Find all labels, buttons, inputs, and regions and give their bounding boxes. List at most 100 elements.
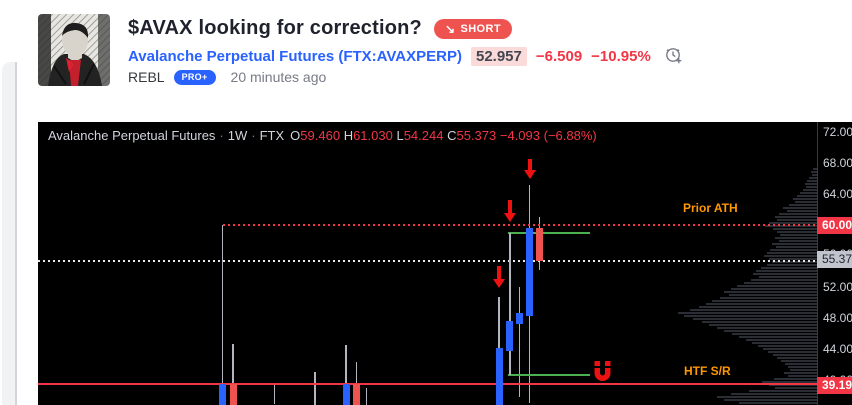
volume-profile-bar bbox=[783, 207, 817, 209]
down-arrow-stem bbox=[527, 159, 532, 170]
volume-profile-bar bbox=[706, 303, 817, 305]
candle-body bbox=[229, 384, 237, 405]
volume-profile-bar bbox=[729, 294, 817, 296]
close-label: C bbox=[447, 128, 457, 143]
volume-profile-bar bbox=[763, 348, 817, 350]
axis-tick-label: 48.00 bbox=[823, 311, 852, 325]
volume-profile-bar bbox=[780, 234, 817, 236]
legend-symbol: Avalanche Perpetual Futures bbox=[48, 128, 216, 143]
chart-pane[interactable]: Avalanche Perpetual Futures · 1W · FTX O59.46… bbox=[38, 122, 852, 405]
symbol-name: Avalanche Perpetual Futures bbox=[128, 47, 335, 65]
volume-profile-bar bbox=[759, 276, 817, 278]
volume-profile-bar bbox=[712, 300, 817, 302]
axis-tick-label: 44.00 bbox=[823, 342, 852, 356]
axis-tick-label: 52.00 bbox=[823, 280, 852, 294]
page-title: $AVAX looking for correction? bbox=[128, 17, 422, 39]
htf-sr-line bbox=[38, 383, 817, 385]
legend-interval: 1W bbox=[227, 128, 248, 143]
current-price-line bbox=[38, 260, 817, 262]
candle-wick bbox=[232, 344, 234, 405]
price-tag: 55.37 bbox=[817, 250, 852, 268]
volume-profile-bar bbox=[761, 267, 817, 269]
volume-profile-bar bbox=[739, 402, 817, 404]
volume-profile-bar bbox=[773, 228, 817, 230]
volume-profile-bar bbox=[732, 333, 817, 335]
volume-profile-bar bbox=[800, 192, 817, 194]
volume-profile-bar bbox=[775, 216, 817, 218]
symbol-ticker: (FTX:AVAXPERP) bbox=[338, 47, 462, 65]
volume-profile-bar bbox=[765, 225, 817, 227]
prior-ath-label[interactable]: Prior ATH bbox=[683, 201, 738, 215]
volume-profile-bar bbox=[749, 390, 817, 392]
candle-wick bbox=[345, 345, 347, 405]
volume-profile-bar bbox=[769, 258, 817, 260]
close-value: 55.373 bbox=[456, 128, 497, 143]
last-price: 52.957 bbox=[470, 46, 527, 66]
candle-body bbox=[536, 228, 543, 261]
volume-profile-bar bbox=[678, 312, 817, 314]
avatar[interactable] bbox=[38, 14, 110, 86]
volume-profile-bar bbox=[717, 396, 817, 398]
price-change-pct: −10.95% bbox=[591, 47, 651, 65]
volume-profile-bar bbox=[775, 387, 817, 389]
down-arrow-stem bbox=[507, 200, 512, 213]
volume-profile-bar bbox=[717, 327, 817, 329]
volume-profile-bar bbox=[803, 189, 817, 191]
low-label: L bbox=[396, 128, 404, 143]
legend-exchange: FTX bbox=[259, 128, 285, 143]
volume-profile-bar bbox=[781, 360, 817, 362]
volume-profile-bar bbox=[731, 288, 817, 290]
volume-profile-bar bbox=[805, 183, 817, 185]
volume-profile-bar bbox=[767, 252, 817, 254]
add-alert-icon[interactable] bbox=[664, 46, 684, 66]
price-tag: 60.00 bbox=[817, 216, 852, 234]
volume-profile-bar bbox=[690, 309, 817, 311]
chart-legend[interactable]: Avalanche Perpetual Futures · 1W · FTX O59.46… bbox=[48, 128, 597, 143]
open-label: O bbox=[290, 128, 301, 143]
volume-profile-bar bbox=[784, 372, 817, 374]
volume-profile-bar bbox=[768, 351, 817, 353]
down-arrow-head bbox=[492, 279, 505, 288]
volume-profile-bar bbox=[775, 237, 817, 239]
plot-area[interactable] bbox=[38, 122, 817, 405]
volume-profile-bar bbox=[684, 315, 817, 317]
volume-profile-bar bbox=[739, 336, 817, 338]
down-arrow-head bbox=[503, 213, 516, 222]
volume-profile-bar bbox=[811, 171, 817, 173]
volume-profile-bar bbox=[789, 204, 817, 206]
volume-profile-bar bbox=[702, 321, 817, 323]
down-arrow-head bbox=[523, 170, 536, 179]
down-arrow-icon bbox=[492, 266, 505, 288]
volume-profile-bar bbox=[809, 177, 817, 179]
volume-profile-bar bbox=[724, 399, 817, 401]
low-value: 54.244 bbox=[403, 128, 444, 143]
volume-profile-bar bbox=[788, 375, 817, 377]
magnet-icon[interactable] bbox=[593, 361, 612, 388]
htf-sr-label[interactable]: HTF S/R bbox=[684, 364, 731, 378]
range-top-line bbox=[508, 232, 590, 234]
volume-profile-bar bbox=[720, 297, 817, 299]
volume-profile-bar bbox=[769, 222, 817, 224]
candle-wick bbox=[221, 225, 224, 405]
author-name[interactable]: REBL bbox=[128, 69, 165, 85]
candle-wick bbox=[365, 388, 368, 405]
range-vertical-line bbox=[509, 233, 511, 375]
volume-profile-bar bbox=[752, 342, 817, 344]
down-arrow-icon bbox=[503, 200, 516, 222]
volume-profile-bar bbox=[776, 246, 817, 248]
volume-profile-bar bbox=[756, 270, 817, 272]
volume-profile-bar bbox=[777, 219, 817, 221]
volume-profile-bar bbox=[779, 240, 817, 242]
down-arrow-stem bbox=[496, 266, 501, 279]
volume-profile-bar bbox=[744, 282, 817, 284]
volume-profile-bar bbox=[785, 363, 817, 365]
volume-profile-bar bbox=[774, 378, 817, 380]
high-label: H bbox=[343, 128, 354, 143]
axis-tick-label: 68.00 bbox=[823, 156, 852, 170]
down-arrow-icon bbox=[523, 159, 536, 179]
plan-badge[interactable]: PRO+ bbox=[173, 69, 216, 85]
symbol-link[interactable]: Avalanche Perpetual Futures (FTX:AVAXPER… bbox=[128, 48, 462, 65]
volume-profile-bar bbox=[731, 393, 817, 395]
volume-profile-bar bbox=[769, 384, 817, 386]
